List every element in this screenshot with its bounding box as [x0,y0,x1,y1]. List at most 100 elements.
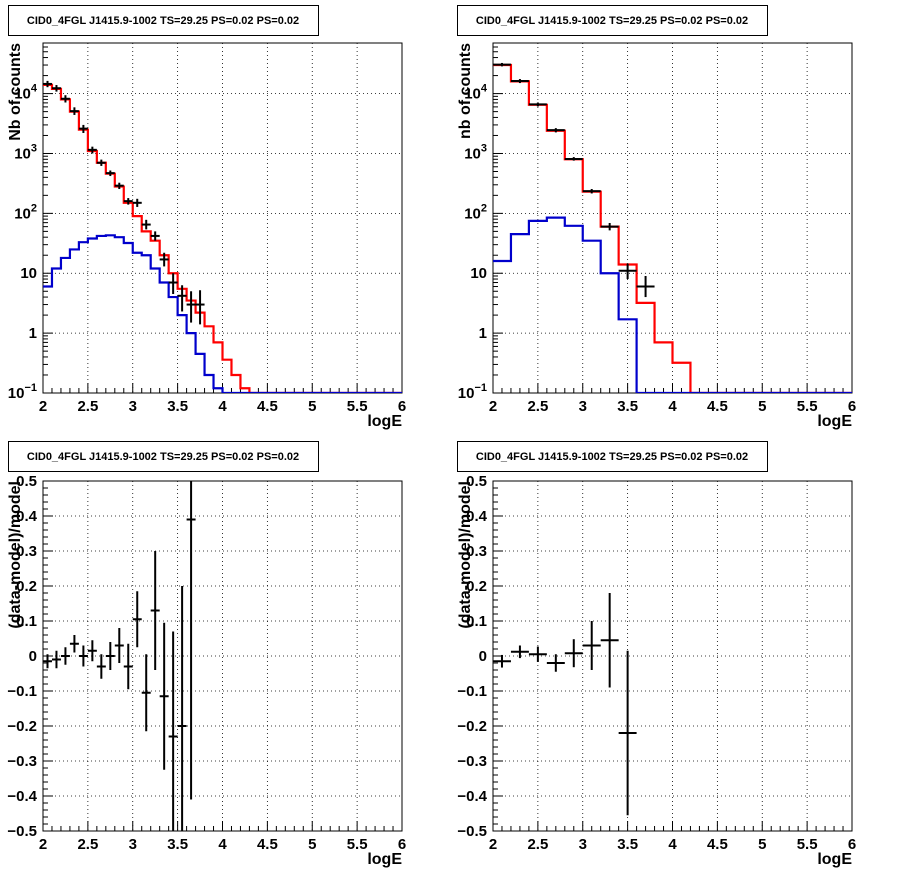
y-tick-label: −0.4 [457,788,487,805]
data-point [96,654,106,679]
model-source-histogram [43,234,402,393]
x-tick-label: 3 [129,836,137,853]
x-tick-label: 5.5 [347,398,368,415]
data-point [493,654,511,668]
data-point [600,593,619,688]
y-tick-label: 103 [14,142,37,162]
data-point [78,124,88,133]
x-tick-label: 4 [668,836,677,853]
data-point [493,62,511,67]
x-tick-label: 4.5 [257,398,278,415]
x-tick-label: 2 [39,836,47,853]
y-tick-label: 1 [479,325,487,342]
data-point [43,654,52,669]
data-point [78,645,88,667]
y-tick-label: 104 [14,83,38,103]
data-point [159,252,169,267]
x-tick-label: 2 [489,836,497,853]
chart-title-box [457,5,768,36]
data-point [546,128,565,133]
x-axis-title: logE [367,413,402,430]
grid-lines [43,43,402,393]
data-point [69,635,79,653]
data-point [141,219,151,230]
plot-area [43,481,196,831]
data-point [69,107,79,115]
x-tick-label: 6 [398,398,406,415]
x-tick-label: 6 [398,836,406,853]
x-tick-label: 5.5 [797,836,818,853]
x-tick-label: 2 [39,398,47,415]
y-tick-label: 104 [464,83,488,103]
x-tick-label: 5.5 [797,398,818,415]
x-tick-label: 5 [758,398,766,415]
data-point [546,654,565,672]
y-tick-label: −0.2 [7,718,37,735]
data-point [60,647,70,665]
chart-title-box [8,5,319,36]
data-point [600,223,619,231]
y-tick-label: −0.5 [7,823,37,840]
y-tick-label: 0.4 [16,508,38,525]
data-point [96,159,106,166]
data-point [141,654,151,732]
x-tick-label: 4.5 [707,836,728,853]
data-point [123,198,133,205]
data-point [168,631,178,831]
chart-title: CID0_4FGL J1415.9-1002 TS=29.25 PS=0.02 … [27,15,299,27]
x-tick-label: 4 [218,836,227,853]
chart-panel-4: CID0_4FGL J1415.9-1002 TS=29.25 PS=0.02 … [457,441,856,868]
x-tick-label: 3 [579,836,587,853]
y-tick-label: −0.5 [457,823,487,840]
data-point [177,285,187,312]
data-point [132,198,142,207]
y-tick-label: −0.4 [7,788,37,805]
y-tick-label: −0.3 [7,753,37,770]
model-total-histogram [493,63,852,393]
chart-title-box [457,441,768,472]
x-tick-label: 5 [308,398,316,415]
data-point [51,85,61,92]
data-point [528,646,547,662]
plot-area [43,80,402,393]
plot-area [493,62,852,393]
y-tick-label: 0.4 [466,508,488,525]
y-axis: −0.5 −0.4 −0.3 −0.2 −0.1 0 0.1 0.2 0.3 0.4 0.5(dat… [7,473,53,840]
grid-lines [493,481,852,831]
x-tick-label: 5 [308,836,316,853]
x-tick-label: 6 [848,398,856,415]
data-point [564,157,583,161]
data-point [150,231,160,241]
y-axis-title: (data-model)/model [7,481,24,629]
data-point [186,291,196,323]
data-point [177,586,187,831]
data-point [105,642,115,670]
y-tick-label: 0.2 [466,578,487,595]
y-tick-label: 103 [464,142,487,162]
data-point [43,80,52,88]
y-axis-title: Nb of counts [7,43,24,141]
chart-title-box [8,441,319,472]
y-tick-label: −0.1 [457,683,487,700]
data-points [43,481,196,831]
data-point [582,189,601,194]
x-axis-title: logE [817,413,852,430]
y-axis: −0.5 −0.4 −0.3 −0.2 −0.1 0 0.1 0.2 0.3 0.4 0.5(dat… [457,473,503,840]
y-tick-label: 0.1 [16,613,37,630]
y-tick-label: 0.5 [16,473,37,490]
data-points [493,62,655,298]
data-point [132,591,142,648]
y-tick-label: 102 [464,202,487,222]
data-point [114,182,124,190]
x-tick-label: 5.5 [347,836,368,853]
y-tick-label: 0 [479,648,487,665]
chart-title: CID0_4FGL J1415.9-1002 TS=29.25 PS=0.02 … [476,451,748,463]
x-tick-label: 4 [668,398,677,415]
y-tick-label: 1 [29,325,37,342]
y-tick-label: −0.3 [457,753,487,770]
data-point [123,643,133,690]
